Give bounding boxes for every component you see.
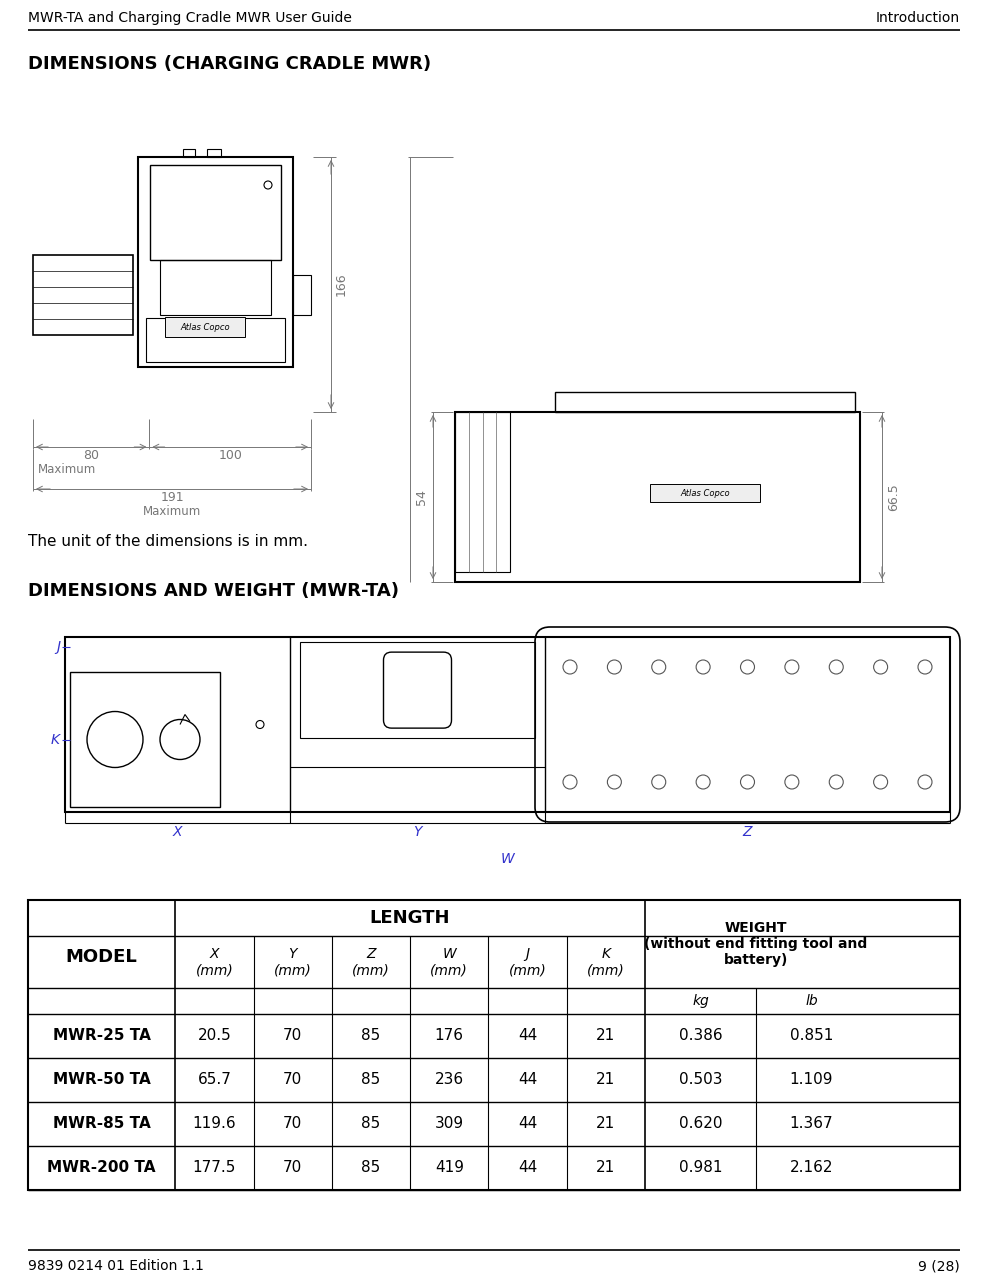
Text: 2.162: 2.162: [789, 1160, 833, 1176]
Text: Z
(mm): Z (mm): [352, 947, 390, 977]
Text: 176: 176: [435, 1028, 463, 1044]
Text: WEIGHT
(without end fitting tool and
battery): WEIGHT (without end fitting tool and bat…: [644, 920, 867, 967]
Text: 21: 21: [596, 1160, 616, 1176]
Bar: [150, 165, 281, 260]
Text: 70: 70: [284, 1160, 302, 1176]
Text: Atlas Copco: Atlas Copco: [180, 323, 230, 332]
Text: lb: lb: [805, 994, 818, 1008]
Bar: [300, 642, 535, 738]
Text: 177.5: 177.5: [193, 1160, 236, 1176]
Text: Maximum: Maximum: [143, 505, 202, 518]
Text: K
(mm): K (mm): [587, 947, 624, 977]
Text: LENGTH: LENGTH: [370, 909, 451, 927]
Text: 100: 100: [218, 449, 242, 462]
Text: X: X: [173, 826, 182, 838]
Text: Z: Z: [743, 826, 752, 838]
Bar: [65, 637, 950, 812]
Text: Atlas Copco: Atlas Copco: [680, 488, 730, 497]
Text: 166: 166: [335, 273, 348, 296]
Text: 20.5: 20.5: [198, 1028, 231, 1044]
Text: kg: kg: [692, 994, 708, 1008]
Text: K: K: [50, 732, 60, 746]
Bar: [146, 318, 285, 362]
Bar: [160, 260, 271, 315]
Text: MWR-TA and Charging Cradle MWR User Guide: MWR-TA and Charging Cradle MWR User Guid…: [28, 12, 352, 26]
Text: The unit of the dimensions is in mm.: The unit of the dimensions is in mm.: [28, 535, 308, 549]
Bar: [455, 412, 510, 572]
Bar: [165, 317, 245, 337]
Text: 65.7: 65.7: [198, 1073, 231, 1087]
Bar: [207, 149, 221, 156]
Text: 236: 236: [435, 1073, 463, 1087]
Bar: [28, 900, 960, 1190]
Text: 44: 44: [518, 1073, 537, 1087]
Text: 70: 70: [284, 1073, 302, 1087]
Text: Y: Y: [413, 826, 422, 838]
Text: 44: 44: [518, 1028, 537, 1044]
Text: 70: 70: [284, 1028, 302, 1044]
Text: DIMENSIONS (CHARGING CRADLE MWR): DIMENSIONS (CHARGING CRADLE MWR): [28, 55, 431, 73]
Text: 419: 419: [435, 1160, 463, 1176]
Bar: [138, 156, 293, 367]
Text: 0.386: 0.386: [679, 1028, 722, 1044]
Text: J: J: [56, 640, 60, 654]
Text: MODEL: MODEL: [66, 947, 137, 967]
Text: J
(mm): J (mm): [509, 947, 546, 977]
Text: 119.6: 119.6: [193, 1117, 236, 1132]
Text: 85: 85: [362, 1073, 380, 1087]
Text: 21: 21: [596, 1028, 616, 1044]
Text: 85: 85: [362, 1117, 380, 1132]
Bar: [455, 412, 860, 582]
Text: 44: 44: [518, 1160, 537, 1176]
Text: MWR-25 TA: MWR-25 TA: [52, 1028, 150, 1044]
Text: 21: 21: [596, 1117, 616, 1132]
Text: 54: 54: [415, 488, 428, 505]
Text: Introduction: Introduction: [876, 12, 960, 26]
Bar: [293, 274, 311, 314]
Text: MWR-50 TA: MWR-50 TA: [52, 1073, 150, 1087]
Text: DIMENSIONS AND WEIGHT (MWR-TA): DIMENSIONS AND WEIGHT (MWR-TA): [28, 582, 399, 600]
Text: 0.503: 0.503: [679, 1073, 722, 1087]
Text: W
(mm): W (mm): [431, 947, 468, 977]
Text: 66.5: 66.5: [887, 483, 900, 510]
Text: 309: 309: [435, 1117, 463, 1132]
Bar: [650, 485, 760, 503]
Text: 9839 0214 01 Edition 1.1: 9839 0214 01 Edition 1.1: [28, 1259, 204, 1273]
Text: 0.620: 0.620: [679, 1117, 722, 1132]
Text: 1.367: 1.367: [789, 1117, 833, 1132]
Text: W: W: [501, 853, 515, 867]
Text: 80: 80: [83, 449, 99, 462]
Bar: [70, 672, 220, 806]
Text: 191: 191: [160, 491, 184, 504]
Bar: [555, 392, 855, 412]
Text: MWR-200 TA: MWR-200 TA: [47, 1160, 156, 1176]
Text: Y
(mm): Y (mm): [274, 947, 311, 977]
Bar: [33, 255, 133, 335]
Text: 0.981: 0.981: [679, 1160, 722, 1176]
Text: Maximum: Maximum: [38, 463, 96, 476]
Text: 9 (28): 9 (28): [918, 1259, 960, 1273]
Text: MWR-85 TA: MWR-85 TA: [52, 1117, 150, 1132]
Text: 70: 70: [284, 1117, 302, 1132]
Bar: [183, 149, 195, 156]
Text: X
(mm): X (mm): [196, 947, 233, 977]
Text: 1.109: 1.109: [789, 1073, 833, 1087]
Text: 44: 44: [518, 1117, 537, 1132]
Text: 85: 85: [362, 1160, 380, 1176]
Text: 0.851: 0.851: [789, 1028, 833, 1044]
Text: 21: 21: [596, 1073, 616, 1087]
Text: 85: 85: [362, 1028, 380, 1044]
